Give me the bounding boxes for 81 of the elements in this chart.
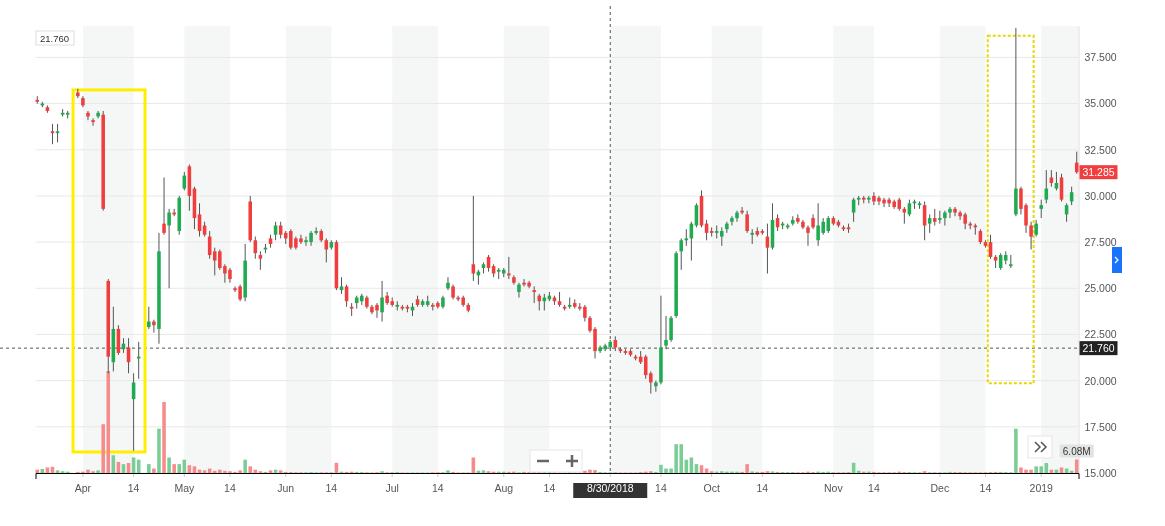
bar bbox=[278, 470, 283, 473]
candlestick bbox=[258, 250, 263, 271]
bar bbox=[1074, 459, 1079, 473]
candlestick bbox=[167, 208, 171, 289]
candlestick bbox=[725, 221, 729, 234]
candlestick bbox=[735, 210, 739, 223]
y-tick-label: 27.500 bbox=[1084, 235, 1117, 248]
x-tick-label: Nov bbox=[824, 482, 844, 495]
x-tick-label: 14 bbox=[224, 482, 236, 495]
candlestick bbox=[730, 215, 734, 226]
y-tick-label: 35.000 bbox=[1084, 97, 1117, 110]
y-tick-label: 15.000 bbox=[1084, 466, 1117, 479]
candlestick bbox=[273, 221, 278, 241]
candlestick bbox=[720, 226, 724, 247]
bar bbox=[248, 466, 253, 473]
candlestick bbox=[152, 319, 156, 334]
data-label: 6.08M bbox=[1062, 445, 1091, 457]
candlestick bbox=[517, 282, 521, 299]
x-tick-label: Oct bbox=[703, 482, 720, 495]
bar bbox=[167, 457, 171, 473]
bar bbox=[177, 464, 182, 473]
y-tick-label: 37.500 bbox=[1084, 51, 1117, 64]
y-tick-label: 30.000 bbox=[1084, 189, 1117, 202]
bar bbox=[172, 464, 176, 473]
bar bbox=[157, 428, 161, 473]
candlestick bbox=[953, 206, 957, 217]
candlestick bbox=[147, 306, 151, 330]
x-tick-label: 8/30/2018 bbox=[586, 482, 634, 495]
candlestick bbox=[1054, 171, 1059, 191]
candlestick bbox=[948, 206, 952, 219]
bar bbox=[481, 470, 486, 473]
candlestick bbox=[162, 176, 166, 236]
candlestick bbox=[471, 195, 476, 282]
x-tick-label: 14 bbox=[127, 482, 140, 495]
bar bbox=[243, 459, 247, 473]
x-tick-label: 14 bbox=[868, 482, 880, 495]
y-tick-label: 32.500 bbox=[1084, 143, 1117, 156]
x-tick-label: 14 bbox=[432, 482, 444, 495]
x-tick-label: 2019 bbox=[1029, 482, 1054, 495]
x-tick-label: 14 bbox=[655, 482, 667, 495]
candlestick bbox=[943, 210, 947, 226]
bar bbox=[55, 470, 60, 473]
candlestick bbox=[446, 276, 450, 291]
candlestick bbox=[91, 117, 95, 127]
candlestick bbox=[669, 315, 673, 343]
bar bbox=[1059, 467, 1064, 473]
y-tick-label: 20.000 bbox=[1084, 374, 1117, 387]
bar bbox=[202, 470, 207, 473]
x-tick-label: 14 bbox=[979, 482, 992, 495]
x-tick-label: 14 bbox=[543, 482, 556, 495]
x-tick-label: Aug bbox=[494, 482, 514, 495]
bar bbox=[152, 468, 156, 473]
candlestick bbox=[324, 237, 329, 263]
candlestick bbox=[86, 110, 90, 121]
x-tick-label: Apr bbox=[74, 482, 92, 495]
candlestick bbox=[806, 224, 810, 247]
bar bbox=[45, 467, 50, 473]
candlestick bbox=[679, 237, 683, 271]
x-tick-label: Jun bbox=[277, 482, 295, 495]
x-tick-label: 14 bbox=[756, 482, 769, 495]
x-tick-label: May bbox=[174, 482, 195, 495]
candlestick bbox=[380, 280, 384, 323]
y-tick-label: 25.000 bbox=[1084, 282, 1117, 295]
x-tick-label: Dec bbox=[930, 482, 950, 495]
y-tick-label: 22.500 bbox=[1084, 328, 1117, 341]
annotation: 21.760 bbox=[40, 33, 70, 44]
x-tick-label: Jul bbox=[385, 482, 399, 495]
x-tick-label: 14 bbox=[325, 482, 338, 495]
bar bbox=[268, 470, 273, 473]
candlestick bbox=[745, 210, 749, 234]
candlestick bbox=[1039, 199, 1044, 219]
bar bbox=[162, 402, 166, 473]
candlestick bbox=[927, 213, 932, 234]
annotation: 31.285 bbox=[1082, 166, 1115, 179]
bar bbox=[147, 464, 151, 473]
ref-line-label: 21.760 bbox=[1082, 342, 1115, 355]
candlestick bbox=[740, 206, 744, 215]
y-tick-label: 17.500 bbox=[1084, 420, 1117, 433]
candlestick bbox=[654, 380, 658, 393]
bar bbox=[96, 470, 100, 473]
candlestick bbox=[1029, 221, 1033, 250]
